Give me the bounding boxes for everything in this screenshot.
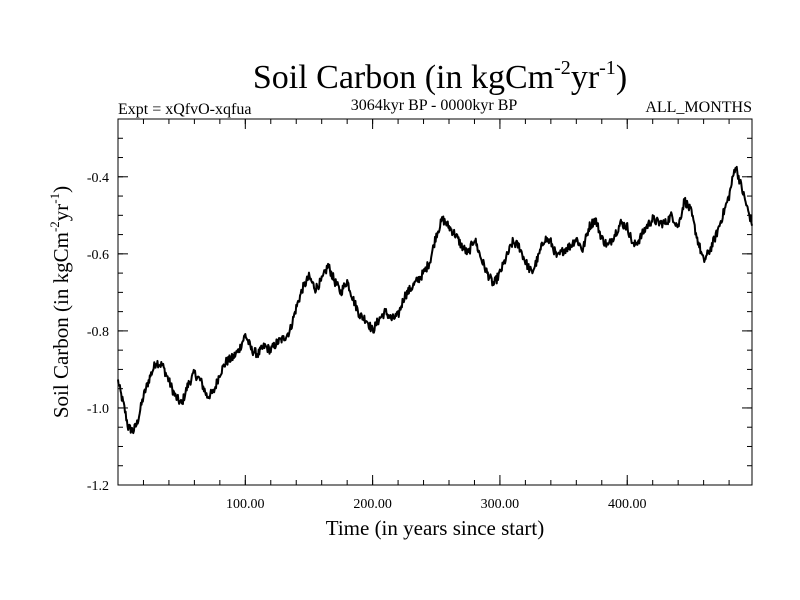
y-axis-title: Soil Carbon (in kgCm-2yr-1): [47, 186, 73, 418]
x-tick-label: 100.00: [226, 497, 265, 512]
series-group: [117, 165, 753, 435]
y-tick-label: -0.6: [87, 248, 109, 263]
axis-tick-labels: 100.00 200.00 300.00 400.00 -1.2 -1.0 -0.8 -0.6…: [87, 171, 647, 512]
y-axis-title-mid: yr: [49, 204, 73, 222]
chart-title-mid: yr: [571, 59, 600, 96]
months-label: ALL_MONTHS: [645, 99, 752, 116]
experiment-label: Expt = xQfvO-xqfua: [118, 101, 251, 118]
axis-ticks: [118, 119, 752, 486]
x-tick-label: 400.00: [608, 497, 647, 512]
y-tick-label: -0.4: [87, 171, 109, 186]
y-axis-title-sup1: -2: [47, 221, 62, 232]
y-axis-title-end: ): [49, 186, 73, 193]
y-tick-label: -0.8: [87, 325, 109, 340]
chart-title-end: ): [616, 59, 627, 96]
chart-title-base: Soil Carbon (in kgCm: [253, 59, 554, 96]
y-tick-label: -1.2: [87, 479, 109, 494]
plot-frame: [117, 118, 753, 486]
chart-title: Soil Carbon (in kgCm-2yr-1): [253, 57, 627, 96]
x-axis-title: Time (in years since start): [326, 516, 545, 540]
y-tick-label: -1.0: [87, 402, 109, 417]
chart-title-sup2: -1: [599, 57, 616, 79]
y-axis-title-base: Soil Carbon (in kgCm: [49, 232, 73, 418]
chart-title-sup1: -2: [554, 57, 571, 79]
series-line: [117, 165, 753, 435]
y-axis-title-sup2: -1: [47, 193, 62, 204]
time-range-label: 3064kyr BP - 0000kyr BP: [351, 97, 518, 114]
x-tick-label: 200.00: [353, 497, 392, 512]
x-tick-label: 300.00: [481, 497, 520, 512]
